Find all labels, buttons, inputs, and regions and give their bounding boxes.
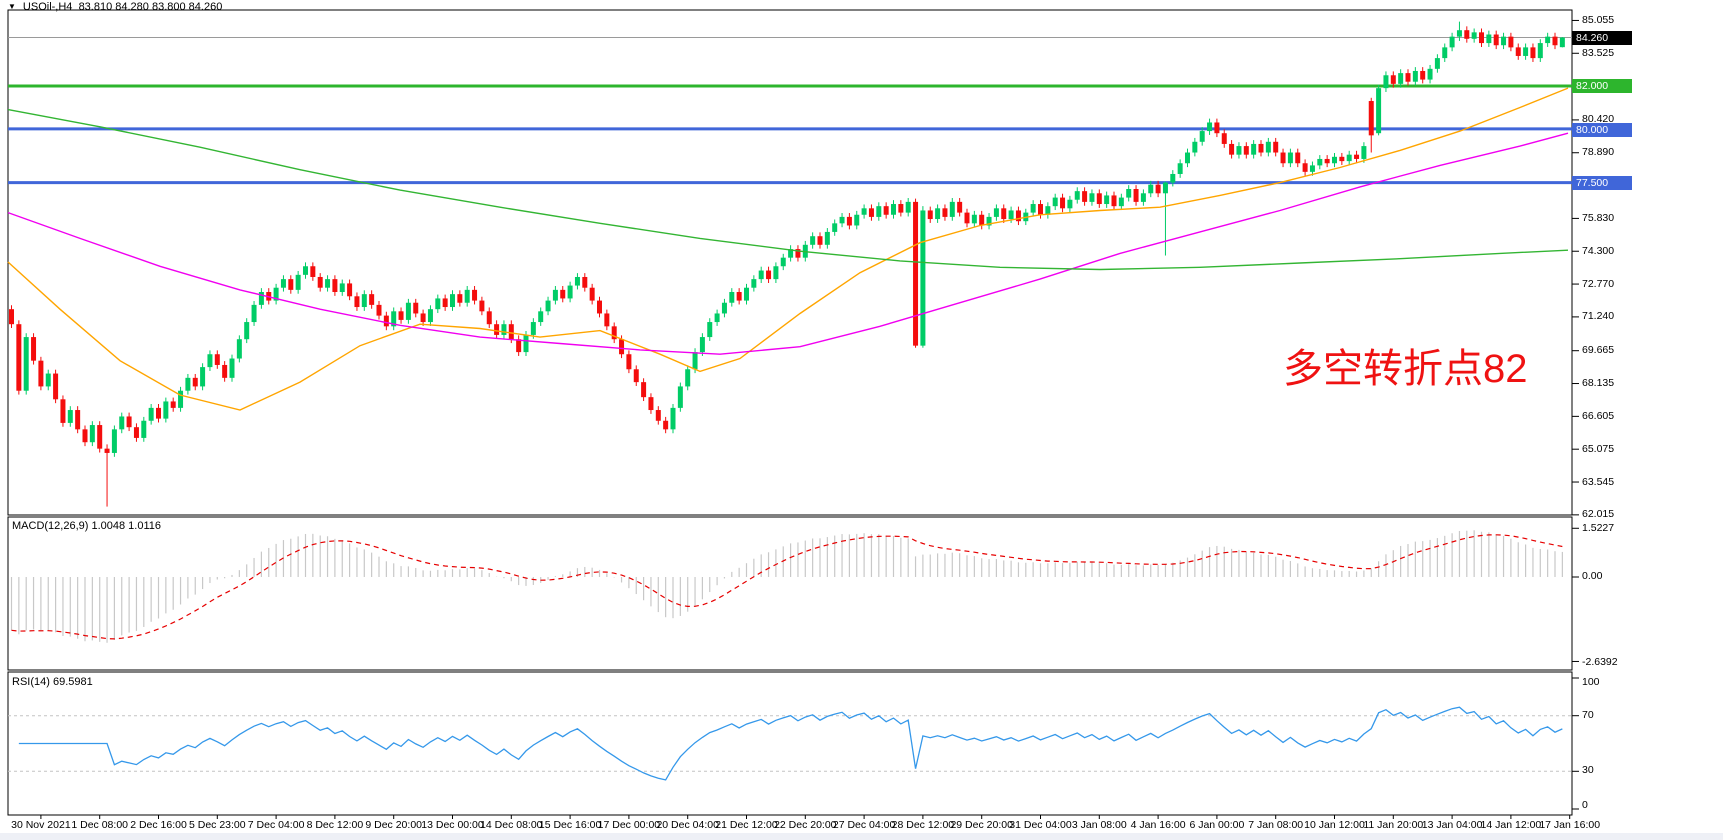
rsi-scale-0: 0 bbox=[1582, 799, 1588, 811]
price-tick-label: 83.525 bbox=[1582, 46, 1615, 59]
current-price-badge: 84.260 bbox=[1572, 31, 1632, 45]
macd-label: MACD(12,26,9) 1.0048 1.0116 bbox=[12, 520, 161, 532]
candles-layer bbox=[9, 21, 1565, 507]
price-tick-label: 72.770 bbox=[1582, 277, 1615, 290]
price-tick-label: 69.665 bbox=[1582, 344, 1615, 357]
macd-scale-zero: 0.00 bbox=[1582, 570, 1603, 582]
time-tick-label: 11 Jan 20:00 bbox=[1363, 819, 1424, 831]
time-tick-label: 7 Jan 08:00 bbox=[1248, 819, 1304, 831]
time-tick-label: 21 Dec 12:00 bbox=[715, 819, 778, 831]
price-tick-label: 75.830 bbox=[1582, 211, 1615, 224]
hline-775-badge: 77.500 bbox=[1572, 176, 1632, 190]
hline-82-badge: 82.000 bbox=[1572, 79, 1632, 93]
price-tick-label: 78.890 bbox=[1582, 146, 1615, 159]
rsi-line bbox=[18, 706, 1563, 781]
price-tick-label: 65.075 bbox=[1582, 442, 1615, 455]
time-tick-label: 6 Jan 00:00 bbox=[1189, 819, 1245, 831]
time-tick-label: 30 Nov 2021 bbox=[11, 819, 71, 831]
macd-scale-top: 1.5227 bbox=[1582, 522, 1615, 534]
time-tick-label: 15 Dec 16:00 bbox=[538, 819, 602, 831]
time-tick-label: 17 Dec 00:00 bbox=[597, 819, 661, 831]
price-tick-label: 74.300 bbox=[1582, 244, 1615, 257]
ma-mid-magenta bbox=[7, 132, 1569, 355]
time-tick-label: 10 Jan 12:00 bbox=[1304, 819, 1365, 831]
time-tick-label: 27 Dec 04:00 bbox=[832, 819, 896, 831]
price-tick-label: 68.135 bbox=[1582, 377, 1615, 390]
time-tick-label: 4 Jan 16:00 bbox=[1130, 819, 1186, 831]
price-tick-label: 85.055 bbox=[1582, 13, 1615, 26]
time-tick-label: 8 Dec 12:00 bbox=[306, 819, 364, 831]
time-tick-label: 2 Dec 16:00 bbox=[130, 819, 187, 831]
symbol-header: ▼ USOil-,H4 83.810 84.280 83.800 84.260 bbox=[8, 1, 222, 14]
price-tick-label: 71.240 bbox=[1582, 310, 1615, 323]
time-tick-label: 20 Dec 04:00 bbox=[656, 819, 719, 831]
rsi-scale-30: 30 bbox=[1582, 764, 1594, 776]
bottom-strip bbox=[0, 833, 1723, 840]
time-tick-label: 17 Jan 16:00 bbox=[1539, 819, 1601, 831]
macd-scale-bottom: -2.6392 bbox=[1582, 656, 1618, 668]
macd-panel bbox=[7, 516, 1573, 671]
time-tick-label: 13 Jan 04:00 bbox=[1421, 819, 1483, 831]
time-tick-label: 1 Dec 08:00 bbox=[71, 819, 128, 831]
price-tick-label: 80.420 bbox=[1582, 113, 1615, 126]
time-tick-label: 28 Dec 12:00 bbox=[891, 819, 955, 831]
symbol-dropdown-icon[interactable]: ▼ bbox=[8, 2, 16, 11]
time-tick-label: 9 Dec 20:00 bbox=[365, 819, 422, 831]
price-tick-label: 66.605 bbox=[1582, 409, 1615, 422]
hline-80-badge: 80.000 bbox=[1572, 123, 1632, 137]
rsi-panel bbox=[7, 671, 1573, 816]
ma-fast-orange bbox=[7, 87, 1569, 411]
symbol-ohlc-values: 83.810 84.280 83.800 84.260 bbox=[78, 1, 223, 13]
ma-slow-green bbox=[7, 108, 1569, 271]
time-tick-label: 5 Dec 23:00 bbox=[188, 819, 246, 831]
time-tick-label: 14 Dec 08:00 bbox=[480, 819, 543, 831]
rsi-label: RSI(14) 69.5981 bbox=[12, 676, 93, 688]
macd-histogram bbox=[10, 530, 1563, 643]
time-tick-label: 7 Dec 04:00 bbox=[247, 819, 305, 831]
rsi-scale-70: 70 bbox=[1582, 709, 1594, 721]
time-tick-label: 22 Dec 20:00 bbox=[774, 819, 837, 831]
price-tick-label: 62.015 bbox=[1582, 508, 1615, 521]
rsi-scale-100: 100 bbox=[1582, 676, 1600, 688]
symbol-name: USOil-,H4 bbox=[22, 1, 73, 13]
time-tick-label: 13 Dec 00:00 bbox=[421, 819, 484, 831]
time-tick-label: 31 Dec 04:00 bbox=[1009, 819, 1072, 831]
macd-signal-line bbox=[11, 534, 1563, 640]
time-tick-label: 29 Dec 20:00 bbox=[950, 819, 1013, 831]
price-tick-label: 63.545 bbox=[1582, 475, 1615, 488]
time-tick-label: 14 Jan 12:00 bbox=[1480, 819, 1542, 831]
annotation-text: 多空转折点82 bbox=[1283, 347, 1528, 391]
time-tick-label: 3 Jan 08:00 bbox=[1071, 819, 1127, 831]
